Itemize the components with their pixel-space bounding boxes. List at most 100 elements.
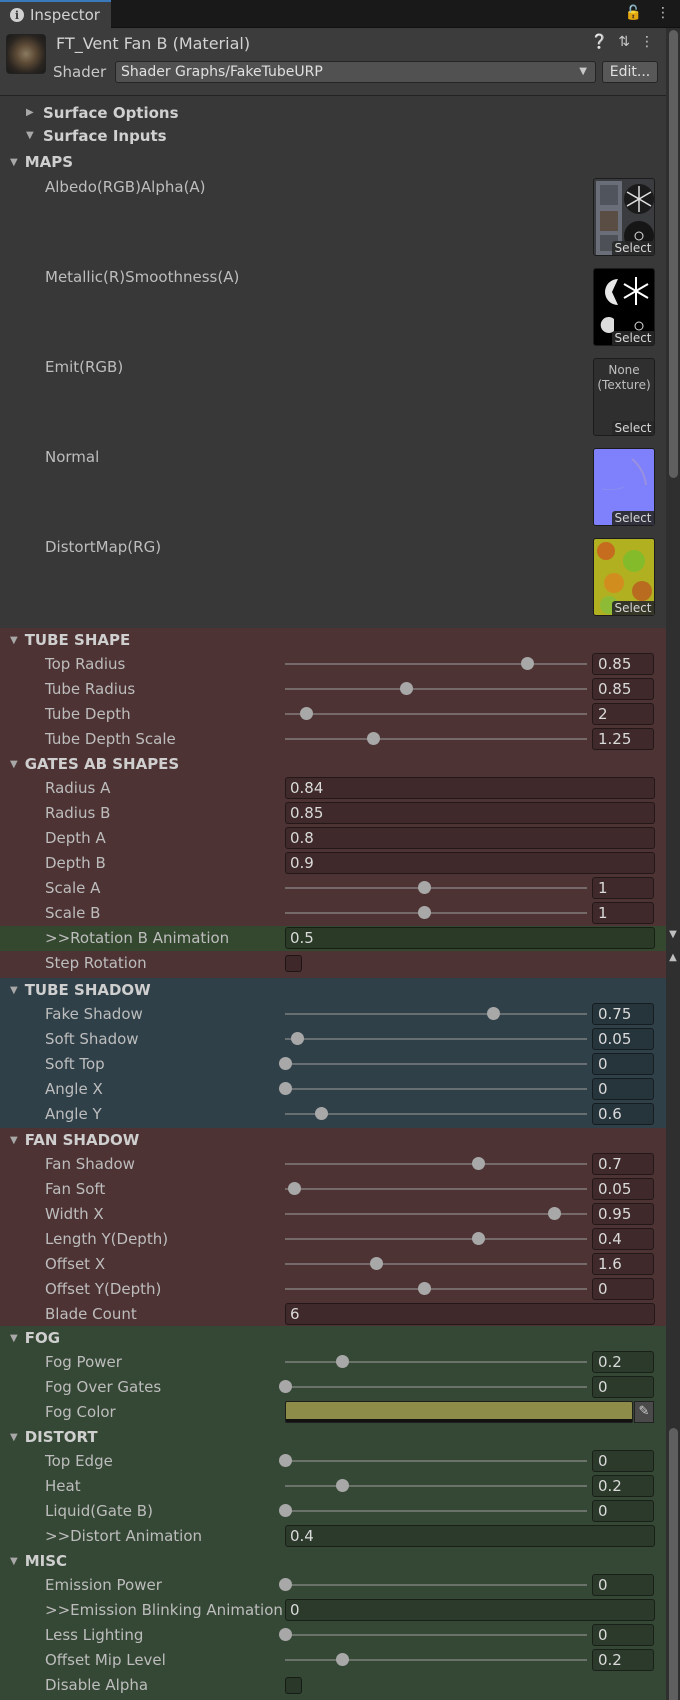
section-header-misc[interactable]: ▼ MISC bbox=[0, 1549, 680, 1573]
shader-dropdown[interactable]: Shader Graphs/FakeTubeURP ▼ bbox=[115, 61, 596, 83]
slider-track[interactable] bbox=[285, 1032, 587, 1045]
int-field[interactable]: 6 bbox=[285, 1303, 655, 1325]
slider-track[interactable] bbox=[285, 906, 587, 919]
number-field[interactable]: 0 bbox=[592, 1053, 654, 1075]
slider-thumb[interactable] bbox=[279, 1380, 292, 1393]
slider-thumb[interactable] bbox=[366, 732, 380, 745]
scrollbar[interactable] bbox=[666, 28, 680, 1700]
slider-thumb[interactable] bbox=[417, 881, 431, 894]
scrollbar-thumb[interactable] bbox=[669, 30, 678, 478]
slider-track[interactable] bbox=[285, 1232, 587, 1245]
number-field[interactable]: 0.95 bbox=[592, 1203, 654, 1225]
section-header-distort[interactable]: ▼ DISTORT bbox=[0, 1425, 680, 1449]
number-field[interactable]: 1.6 bbox=[592, 1253, 654, 1275]
number-field[interactable]: 0.85 bbox=[592, 653, 654, 675]
slider-thumb[interactable] bbox=[417, 906, 431, 919]
texture-select-button[interactable]: Select bbox=[612, 241, 654, 255]
number-field[interactable]: 0 bbox=[592, 1624, 654, 1646]
number-field[interactable]: 0 bbox=[592, 1500, 654, 1522]
slider-track[interactable] bbox=[285, 1653, 587, 1666]
number-field[interactable]: 0.2 bbox=[592, 1475, 654, 1497]
slider-thumb[interactable] bbox=[300, 707, 314, 720]
lock-icon[interactable]: 🔓 bbox=[624, 5, 642, 21]
slider-thumb[interactable] bbox=[472, 1157, 486, 1170]
texture-select-button[interactable]: Select bbox=[612, 511, 654, 525]
slider-track[interactable] bbox=[285, 657, 587, 670]
slider-track[interactable] bbox=[279, 1082, 587, 1095]
number-field[interactable]: 0.75 bbox=[592, 1003, 654, 1025]
slider-track[interactable] bbox=[279, 1628, 587, 1641]
slider-thumb[interactable] bbox=[288, 1182, 302, 1195]
foldout-surface-options[interactable]: ▶ Surface Options bbox=[0, 101, 666, 124]
edit-shader-button[interactable]: Edit... bbox=[602, 61, 658, 83]
float-field[interactable]: 0.8 bbox=[285, 827, 655, 849]
slider-thumb[interactable] bbox=[417, 1282, 431, 1295]
step-rotation-checkbox[interactable] bbox=[285, 955, 302, 972]
texture-select-button[interactable]: Select bbox=[612, 331, 654, 345]
section-header-gates[interactable]: ▼ GATES AB SHAPES bbox=[0, 752, 680, 776]
slider-track[interactable] bbox=[279, 1454, 587, 1467]
number-field[interactable]: 2 bbox=[592, 703, 654, 725]
slider-track[interactable] bbox=[285, 1157, 587, 1170]
texture-slot-albedo[interactable]: Select bbox=[593, 178, 655, 256]
float-field[interactable]: 0.85 bbox=[285, 802, 655, 824]
texture-slot-metallic[interactable]: Select bbox=[593, 268, 655, 346]
number-field[interactable]: 0.05 bbox=[592, 1178, 654, 1200]
scroll-down-arrow-icon[interactable]: ▼ bbox=[669, 929, 677, 940]
number-field[interactable]: 1 bbox=[592, 902, 654, 924]
slider-thumb[interactable] bbox=[279, 1082, 292, 1095]
slider-track[interactable] bbox=[279, 1504, 587, 1517]
help-icon[interactable]: ❔ bbox=[590, 34, 609, 50]
slider-track[interactable] bbox=[285, 1107, 587, 1120]
slider-track[interactable] bbox=[279, 1057, 587, 1070]
slider-thumb[interactable] bbox=[399, 682, 413, 695]
number-field[interactable]: 0 bbox=[592, 1278, 654, 1300]
slider-thumb[interactable] bbox=[547, 1207, 561, 1220]
slider-track[interactable] bbox=[285, 732, 587, 745]
section-header-fog[interactable]: ▼ FOG bbox=[0, 1326, 680, 1350]
section-header-tube-shadow[interactable]: ▼ TUBE SHADOW bbox=[0, 978, 680, 1002]
number-field[interactable]: 0.6 bbox=[592, 1103, 654, 1125]
float-field[interactable]: 0.84 bbox=[285, 777, 655, 799]
texture-slot-normal[interactable]: Select bbox=[593, 448, 655, 526]
eyedropper-icon[interactable]: ✎ bbox=[634, 1401, 654, 1423]
slider-track[interactable] bbox=[285, 1207, 587, 1220]
slider-thumb[interactable] bbox=[315, 1107, 329, 1120]
slider-track[interactable] bbox=[285, 707, 587, 720]
section-header-tube-shape[interactable]: ▼ TUBE SHAPE bbox=[0, 628, 680, 652]
slider-thumb[interactable] bbox=[279, 1057, 292, 1070]
number-field[interactable]: 0.4 bbox=[592, 1228, 654, 1250]
float-field[interactable]: 0.5 bbox=[285, 927, 655, 949]
float-field[interactable]: 0.9 bbox=[285, 852, 655, 874]
number-field[interactable]: 0 bbox=[592, 1574, 654, 1596]
texture-slot-emit[interactable]: None (Texture) Select bbox=[593, 358, 655, 436]
slider-thumb[interactable] bbox=[279, 1504, 292, 1517]
slider-track[interactable] bbox=[279, 1380, 587, 1393]
slider-track[interactable] bbox=[285, 1182, 587, 1195]
float-field[interactable]: 0 bbox=[285, 1599, 655, 1621]
slider-track[interactable] bbox=[285, 881, 587, 894]
slider-thumb[interactable] bbox=[291, 1032, 305, 1045]
texture-select-button[interactable]: Select bbox=[612, 421, 654, 435]
slider-track[interactable] bbox=[285, 1257, 587, 1270]
number-field[interactable]: 0.85 bbox=[592, 678, 654, 700]
preset-icon[interactable]: ⇅ bbox=[618, 34, 630, 50]
slider-thumb[interactable] bbox=[279, 1578, 292, 1591]
slider-thumb[interactable] bbox=[336, 1479, 350, 1492]
texture-slot-distortmap[interactable]: Select bbox=[593, 538, 655, 616]
disable-alpha-checkbox[interactable] bbox=[285, 1677, 302, 1694]
number-field[interactable]: 0 bbox=[592, 1376, 654, 1398]
section-header-fan-shadow[interactable]: ▼ FAN SHADOW bbox=[0, 1128, 680, 1152]
number-field[interactable]: 0 bbox=[592, 1078, 654, 1100]
slider-track[interactable] bbox=[285, 1007, 587, 1020]
slider-thumb[interactable] bbox=[279, 1628, 292, 1641]
tab-inspector[interactable]: i Inspector bbox=[0, 0, 111, 28]
scrollbar-thumb-lower[interactable] bbox=[669, 1428, 678, 1700]
slider-thumb[interactable] bbox=[279, 1454, 292, 1467]
number-field[interactable]: 1 bbox=[592, 877, 654, 899]
slider-track[interactable] bbox=[285, 1479, 587, 1492]
slider-thumb[interactable] bbox=[520, 657, 534, 670]
context-menu-icon[interactable]: ⋮ bbox=[640, 34, 654, 50]
slider-thumb[interactable] bbox=[336, 1355, 350, 1368]
slider-thumb[interactable] bbox=[472, 1232, 486, 1245]
